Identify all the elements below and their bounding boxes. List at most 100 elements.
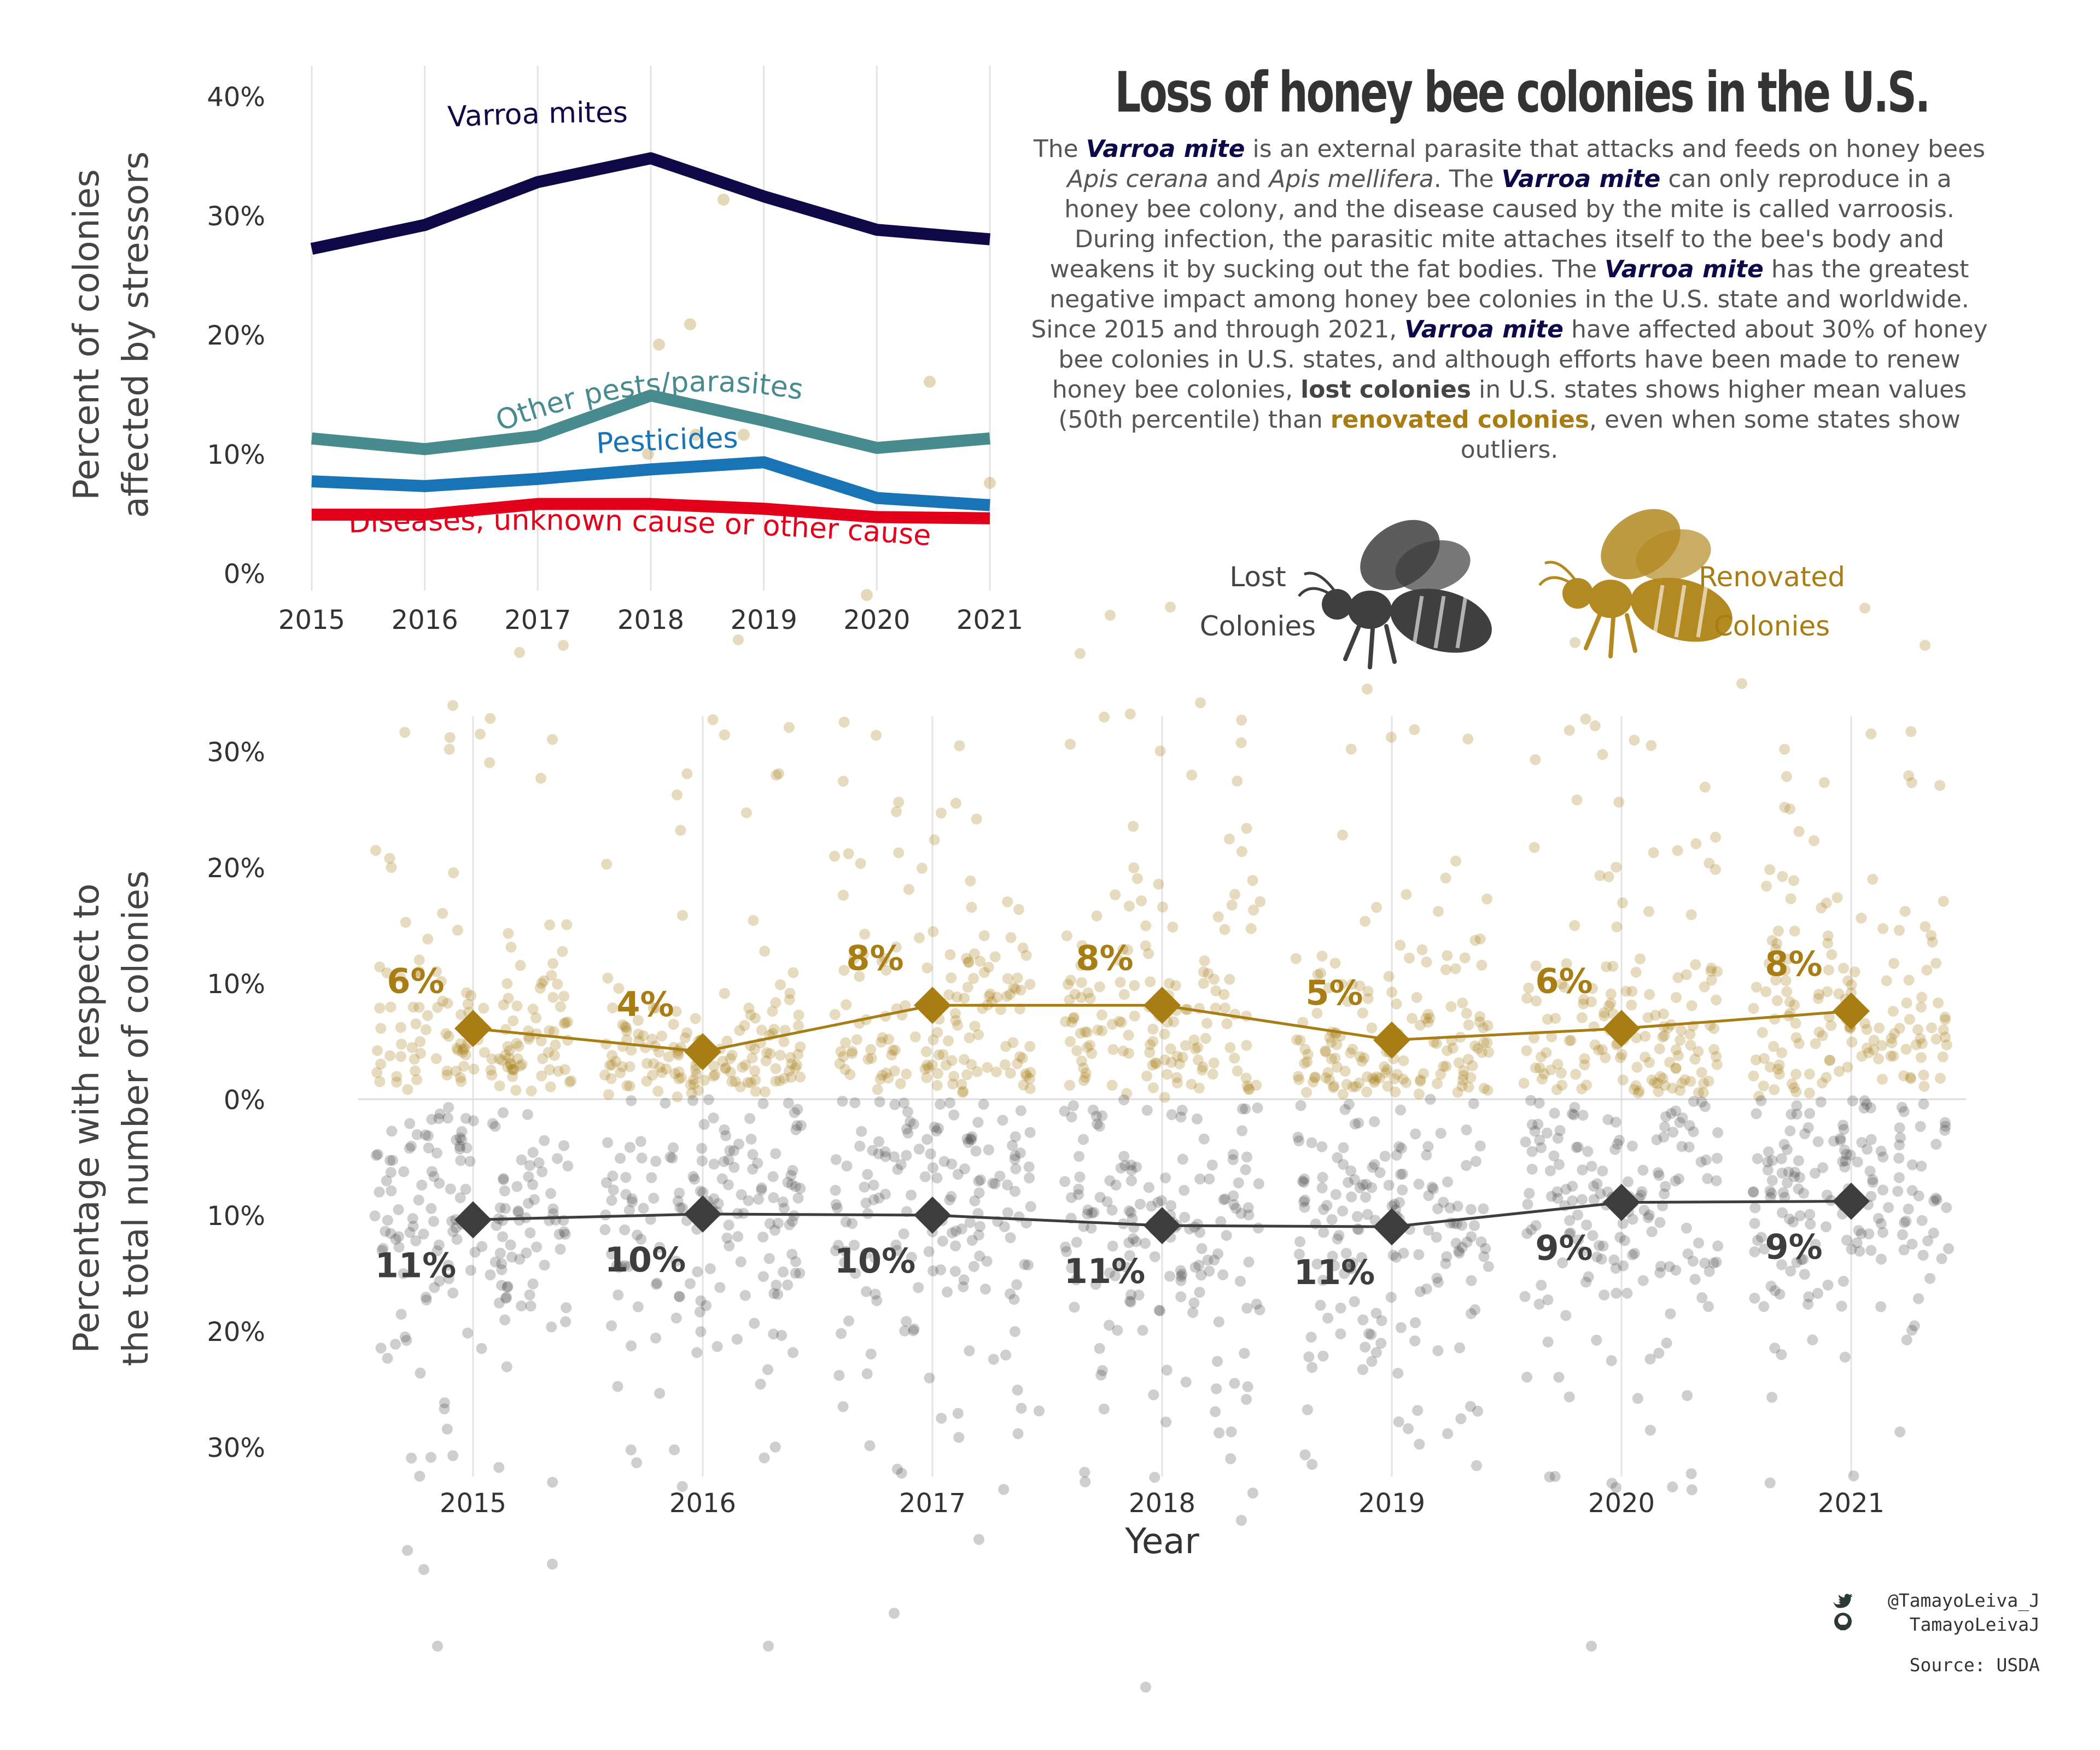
state-point-lost (511, 1181, 523, 1192)
state-point-lost (1376, 1315, 1387, 1326)
state-point-renovated (1764, 864, 1776, 876)
state-point-lost (833, 1370, 845, 1381)
state-point-lost (1597, 1165, 1608, 1177)
state-point-lost (1865, 1245, 1877, 1256)
state-point-lost (431, 1245, 443, 1257)
state-point-lost (1549, 1107, 1560, 1119)
state-point-lost (612, 1381, 623, 1392)
state-point-lost (1349, 1296, 1360, 1308)
state-point-renovated (1192, 1054, 1204, 1066)
state-point-lost (527, 1179, 539, 1191)
state-point-lost (1564, 1228, 1575, 1240)
state-point-lost (895, 1159, 907, 1170)
state-point-renovated (1292, 1071, 1304, 1082)
state-point-renovated (1586, 983, 1598, 994)
state-point-renovated (1561, 958, 1572, 970)
state-point-lost (1643, 1209, 1655, 1221)
state-point-lost (524, 1289, 535, 1300)
state-point-renovated (749, 1012, 761, 1024)
state-point-lost (962, 1137, 974, 1148)
state-point-renovated (1653, 1086, 1664, 1097)
state-point-lost (733, 1139, 744, 1150)
state-point-renovated (511, 1037, 522, 1049)
state-point-renovated (384, 853, 395, 864)
state-point-renovated (874, 1074, 886, 1085)
state-point-renovated (1201, 1018, 1213, 1029)
state-point-renovated (771, 769, 782, 781)
state-point-lost (859, 1181, 870, 1193)
state-point-lost (1534, 1134, 1545, 1146)
state-point-renovated (1197, 1061, 1209, 1073)
state-point-lost (1080, 1476, 1091, 1488)
state-point-lost (626, 1340, 637, 1351)
state-point-lost (422, 1130, 434, 1142)
state-point-renovated (500, 1049, 511, 1061)
state-point-lost (1564, 1391, 1575, 1403)
state-point-renovated (952, 1019, 964, 1031)
state-point-lost (769, 1441, 781, 1452)
y-tick-label: 30% (207, 1433, 265, 1463)
state-point-lost (1475, 1236, 1487, 1247)
state-point-renovated (1147, 1059, 1158, 1071)
state-point-renovated (1329, 958, 1341, 969)
github-handle[interactable]: TamayoLeivaJ (1909, 1614, 2040, 1635)
state-point-renovated (1075, 1028, 1086, 1039)
state-point-lost (1466, 1231, 1477, 1242)
state-point (690, 429, 702, 441)
state-point-renovated (1530, 754, 1541, 766)
state-point-lost (619, 1260, 630, 1271)
state-point-lost (1124, 1296, 1136, 1307)
state-point-lost (1204, 1265, 1215, 1277)
state-point-renovated (1542, 1013, 1553, 1025)
state-point-renovated (538, 975, 550, 987)
mean-marker (454, 1010, 492, 1047)
state-point-lost (1002, 1179, 1013, 1191)
state-point-renovated (1772, 1064, 1784, 1075)
state-point-renovated (610, 1055, 622, 1067)
state-point-renovated (858, 948, 869, 960)
state-point-lost (667, 1152, 678, 1164)
state-point-renovated (1197, 1064, 1208, 1076)
state-point-lost (762, 1364, 773, 1375)
state-point-renovated (675, 825, 686, 836)
state-point-renovated (1693, 1046, 1704, 1057)
state-point-renovated (1482, 1020, 1494, 1031)
state-point-renovated (650, 1002, 662, 1014)
renovated-colonies-term: renovated colonies (1330, 406, 1589, 434)
state-point-renovated (375, 1058, 387, 1070)
state-point-lost (767, 1171, 779, 1182)
state-point-lost (966, 1235, 978, 1246)
state-point-lost (1764, 1477, 1776, 1489)
state-point-renovated (647, 1070, 658, 1081)
twitter-handle[interactable]: @TamayoLeiva_J (1887, 1590, 2040, 1611)
state-point-renovated (1326, 1053, 1337, 1065)
state-point-lost (469, 1246, 481, 1258)
state-point-renovated (1706, 962, 1717, 974)
state-point-renovated (1140, 940, 1151, 952)
state-point-lost (1565, 1227, 1576, 1239)
state-point-lost (545, 1188, 557, 1199)
state-point-renovated (1774, 1059, 1785, 1071)
state-point-renovated (1005, 1068, 1016, 1079)
state-point-lost (968, 1261, 979, 1272)
state-point-renovated (839, 1064, 851, 1075)
state-point-lost (953, 1432, 965, 1443)
state-point-lost (527, 1278, 539, 1290)
state-point-lost (1755, 1095, 1767, 1106)
state-point-renovated (1294, 1035, 1306, 1046)
state-point-renovated (1128, 820, 1139, 832)
state-point-renovated (1675, 1035, 1686, 1046)
state-point-renovated (688, 1078, 699, 1090)
state-point-lost (1094, 1192, 1106, 1203)
state-point-renovated (1654, 1043, 1665, 1054)
state-point-lost (1667, 1127, 1679, 1138)
state-point-lost (1665, 1308, 1676, 1320)
state-point-renovated (494, 1080, 505, 1092)
state-point-renovated (671, 789, 682, 801)
state-point-lost (931, 1125, 942, 1137)
state-point-lost (439, 1403, 450, 1415)
state-point-lost (1078, 1221, 1089, 1232)
state-point-lost (948, 1109, 960, 1121)
state-point-lost (386, 1185, 397, 1197)
state-point-renovated (1885, 1050, 1897, 1061)
